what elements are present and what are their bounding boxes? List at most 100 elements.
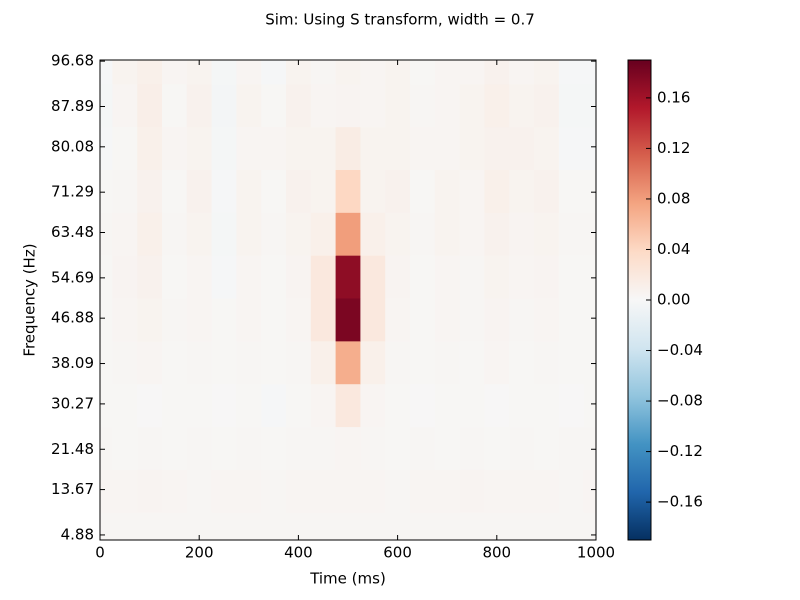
heatmap-cell (211, 60, 237, 85)
heatmap-cell (261, 383, 287, 428)
heatmap-cell (100, 60, 113, 85)
heatmap-cell (310, 83, 337, 128)
heatmap-cell (310, 298, 337, 342)
heatmap-cell (509, 212, 535, 256)
heatmap-cell (410, 255, 436, 299)
heatmap-cell (385, 255, 411, 299)
y-tick-label: 96.68 (51, 52, 94, 70)
heatmap-cell (410, 426, 436, 470)
heatmap-cell (310, 383, 337, 428)
heatmap-cell (310, 212, 337, 256)
heatmap-cell (100, 255, 113, 299)
colorbar-tick-label: −0.16 (657, 493, 703, 511)
heatmap-cell (509, 340, 535, 385)
heatmap-cell (558, 298, 585, 342)
heatmap-cell (310, 512, 337, 541)
heatmap-cell (509, 60, 535, 85)
heatmap-cell (100, 169, 113, 213)
heatmap-cell (112, 60, 138, 85)
heatmap-cell (434, 426, 461, 470)
heatmap-cell (335, 340, 361, 385)
heatmap-cell (236, 126, 262, 170)
heatmap-cell (335, 169, 361, 213)
heatmap-cell (112, 255, 138, 299)
heatmap-cell (310, 60, 337, 85)
colorbar-tick-label: 0.12 (657, 139, 690, 157)
heatmap-cell (385, 340, 411, 385)
heatmap-cell (558, 383, 585, 428)
heatmap-cell (286, 426, 312, 470)
heatmap-cell (261, 426, 287, 470)
y-axis-label: Frequency (Hz) (21, 243, 39, 356)
colorbar-tick-label: −0.12 (657, 442, 703, 460)
heatmap-cell (434, 469, 461, 513)
heatmap-cell (112, 512, 138, 541)
heatmap-cell (434, 340, 461, 385)
heatmap-cell (410, 383, 436, 428)
heatmap-cell (360, 169, 386, 213)
heatmap-cell (385, 169, 411, 213)
y-tick-label: 13.67 (51, 480, 94, 498)
heatmap-cell (186, 340, 213, 385)
heatmap-cell (261, 512, 287, 541)
heatmap-cell (112, 212, 138, 256)
heatmap-cell (137, 469, 163, 513)
heatmap-cell (534, 169, 560, 213)
heatmap-cell (186, 426, 213, 470)
y-tick-label: 30.27 (51, 394, 94, 412)
heatmap-cell (100, 126, 113, 170)
heatmap-cell (385, 383, 411, 428)
heatmap-cell (360, 383, 386, 428)
heatmap-cell (186, 212, 213, 256)
heatmap-cell (509, 169, 535, 213)
heatmap-cell (459, 298, 485, 342)
heatmap-cell (583, 60, 597, 85)
heatmap-cell (459, 340, 485, 385)
heatmap-cell (261, 126, 287, 170)
heatmap-cell (286, 169, 312, 213)
heatmap-cell (484, 126, 510, 170)
heatmap-cell (162, 83, 188, 128)
heatmap-cell (310, 469, 337, 513)
heatmap-cell (211, 255, 237, 299)
heatmap-cell (310, 340, 337, 385)
heatmap-cell (534, 212, 560, 256)
heatmap-cell (335, 60, 361, 85)
heatmap-cell (211, 298, 237, 342)
heatmap-cell (583, 255, 597, 299)
heatmap-cell (162, 340, 188, 385)
heatmap-cell (360, 512, 386, 541)
heatmap-cell (100, 340, 113, 385)
heatmap-cell (534, 426, 560, 470)
heatmap-cell (410, 340, 436, 385)
heatmap-cell (558, 83, 585, 128)
y-tick-label: 87.89 (51, 97, 94, 115)
heatmap-cell (335, 298, 361, 342)
heatmap-cell (261, 340, 287, 385)
heatmap-cell (100, 298, 113, 342)
heatmap-cell (534, 298, 560, 342)
heatmap-cell (112, 126, 138, 170)
heatmap-cell (236, 383, 262, 428)
heatmap-cell (286, 298, 312, 342)
heatmap-cell (360, 212, 386, 256)
heatmap-cell (335, 469, 361, 513)
heatmap-cell (236, 512, 262, 541)
heatmap-cell (583, 83, 597, 128)
heatmap-cell (583, 298, 597, 342)
heatmap-cell (434, 83, 461, 128)
heatmap-cell (162, 255, 188, 299)
heatmap-cell (186, 126, 213, 170)
heatmap-cell (459, 383, 485, 428)
heatmap-cell (534, 255, 560, 299)
heatmap-cell (484, 298, 510, 342)
heatmap-cell (211, 126, 237, 170)
heatmap-cell (410, 298, 436, 342)
heatmap-cell (583, 512, 597, 541)
heatmap-cell (459, 169, 485, 213)
heatmap-cell (261, 469, 287, 513)
heatmap-cell (434, 298, 461, 342)
heatmap-cell (335, 126, 361, 170)
